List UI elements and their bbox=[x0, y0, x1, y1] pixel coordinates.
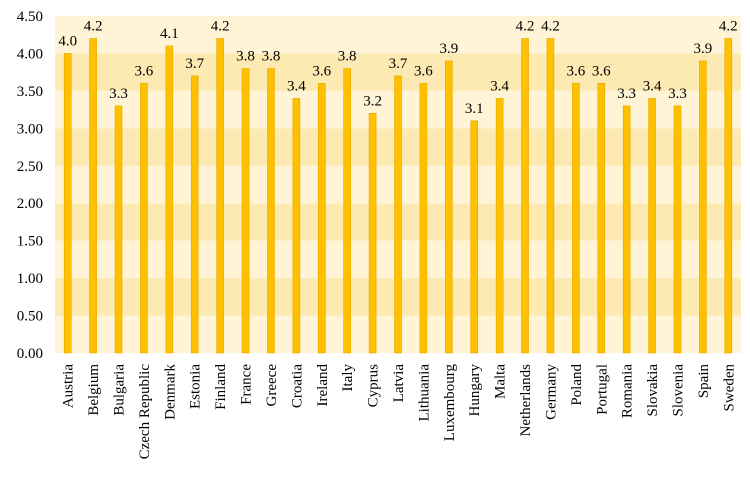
category-label: Spain bbox=[696, 364, 712, 399]
y-tick-label: 0.00 bbox=[17, 346, 43, 362]
category-labels: Austria Belgium Bulgaria Czech Republic Denm… bbox=[61, 364, 738, 460]
data-label: 3.3 bbox=[668, 86, 687, 102]
bar-cyprus bbox=[368, 113, 377, 354]
data-label: 4.2 bbox=[211, 18, 230, 34]
category-label: Portugal bbox=[594, 364, 610, 415]
y-tick-label: 4.50 bbox=[17, 9, 43, 25]
bar-slovenia bbox=[673, 105, 682, 354]
bar-bulgaria bbox=[114, 105, 123, 354]
data-label: 3.3 bbox=[109, 86, 128, 102]
y-tick-label: 3.00 bbox=[17, 121, 43, 137]
bar-romania bbox=[622, 105, 631, 354]
bar-greece bbox=[267, 68, 275, 354]
bar-portugal bbox=[597, 83, 606, 354]
category-label: Sweden bbox=[721, 364, 737, 412]
data-label: 3.8 bbox=[262, 48, 281, 64]
data-label: 4.1 bbox=[160, 26, 179, 42]
bar-germany bbox=[546, 38, 555, 354]
category-label: Croatia bbox=[289, 364, 305, 408]
data-label: 3.6 bbox=[135, 63, 154, 79]
y-tick-label: 2.00 bbox=[17, 196, 43, 212]
category-label: Cyprus bbox=[366, 364, 382, 408]
category-label: Germany bbox=[543, 364, 559, 420]
category-label: Netherlands bbox=[518, 364, 534, 437]
bar-france bbox=[241, 68, 250, 354]
bar-hungary bbox=[470, 120, 479, 354]
category-label: Czech Republic bbox=[137, 364, 153, 460]
data-label: 3.1 bbox=[465, 101, 484, 117]
category-label: Belgium bbox=[86, 364, 102, 416]
data-label: 3.7 bbox=[389, 56, 408, 72]
data-label: 3.6 bbox=[414, 63, 433, 79]
bar-denmark bbox=[165, 45, 174, 354]
category-label: Austria bbox=[61, 364, 77, 409]
data-label: 3.2 bbox=[363, 93, 382, 109]
data-labels: 4.0 4.2 3.3 3.6 4.1 3.7 4.2 3.8 3.8 3.4 3.6 3.8 3.2 3… bbox=[58, 18, 737, 116]
category-label: Ireland bbox=[315, 364, 331, 407]
category-label: Estonia bbox=[188, 364, 204, 409]
data-label: 3.9 bbox=[439, 41, 458, 57]
category-label: Lithuania bbox=[416, 364, 432, 422]
bar-lithuania bbox=[419, 83, 428, 354]
bar-sweden bbox=[724, 38, 733, 354]
data-label: 3.7 bbox=[185, 56, 204, 72]
bar-ireland bbox=[317, 83, 326, 354]
category-label: Hungary bbox=[467, 364, 483, 417]
data-label: 3.6 bbox=[592, 63, 611, 79]
bar-malta bbox=[495, 98, 504, 354]
bar-finland bbox=[216, 38, 224, 354]
data-label: 3.4 bbox=[643, 78, 662, 94]
category-label: Bulgaria bbox=[112, 364, 128, 416]
data-label: 3.8 bbox=[236, 48, 255, 64]
bar-czech-republic bbox=[140, 83, 148, 354]
background-band bbox=[55, 16, 741, 54]
bars bbox=[63, 38, 733, 354]
data-label: 4.0 bbox=[58, 33, 77, 49]
category-label: Latvia bbox=[391, 364, 407, 403]
category-label: Slovenia bbox=[670, 364, 686, 417]
category-label: Denmark bbox=[162, 364, 178, 420]
data-label: 3.4 bbox=[287, 78, 306, 94]
category-label: Malta bbox=[493, 364, 509, 399]
category-label: Italy bbox=[340, 364, 356, 392]
y-tick-label: 0.50 bbox=[17, 309, 43, 325]
category-label: Greece bbox=[264, 364, 280, 407]
data-label: 4.2 bbox=[541, 18, 560, 34]
bar-spain bbox=[699, 60, 707, 354]
bar-netherlands bbox=[521, 38, 529, 354]
data-label: 3.6 bbox=[566, 63, 585, 79]
data-label: 4.2 bbox=[719, 18, 738, 34]
bar-italy bbox=[343, 68, 351, 354]
data-label: 3.8 bbox=[338, 48, 357, 64]
data-label: 4.2 bbox=[516, 18, 535, 34]
bar-austria bbox=[63, 53, 72, 354]
y-tick-label: 3.50 bbox=[17, 84, 43, 100]
y-tick-label: 4.00 bbox=[17, 46, 43, 62]
bar-poland bbox=[572, 83, 580, 354]
bar-croatia bbox=[292, 98, 301, 354]
category-label: Luxembourg bbox=[442, 364, 458, 442]
bar-luxembourg bbox=[445, 60, 453, 354]
category-label: Romania bbox=[620, 364, 636, 418]
data-label: 4.2 bbox=[84, 18, 103, 34]
bar-belgium bbox=[89, 38, 97, 354]
y-tick-label: 1.00 bbox=[17, 271, 43, 287]
data-label: 3.6 bbox=[312, 63, 331, 79]
data-label: 3.4 bbox=[490, 78, 509, 94]
bar-latvia bbox=[394, 75, 402, 354]
y-tick-label: 2.50 bbox=[17, 159, 43, 175]
y-axis-ticks: 0.00 0.50 1.00 1.50 2.00 2.50 3.00 3.50 4.00 4.50 bbox=[17, 9, 43, 362]
bar-estonia bbox=[190, 75, 199, 354]
category-label: Slovakia bbox=[645, 364, 661, 417]
data-label: 3.9 bbox=[694, 41, 713, 57]
bar-slovakia bbox=[648, 98, 656, 354]
category-label: France bbox=[239, 364, 255, 405]
y-tick-label: 1.50 bbox=[17, 234, 43, 250]
category-label: Poland bbox=[569, 364, 585, 406]
category-label: Finland bbox=[213, 364, 229, 410]
data-label: 3.3 bbox=[617, 86, 636, 102]
